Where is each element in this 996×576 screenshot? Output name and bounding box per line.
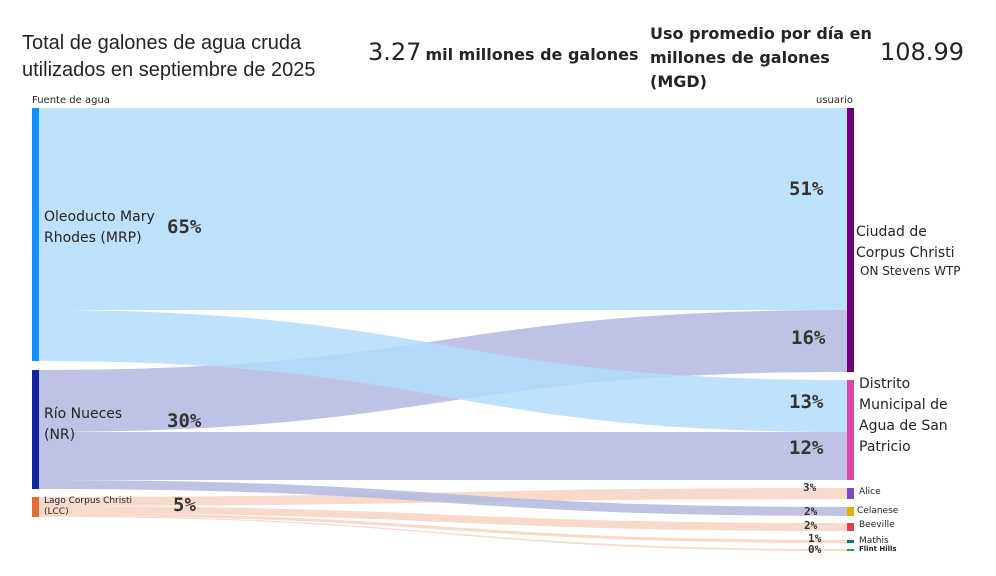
flow-pct-nr-celanese: 2% <box>804 505 818 518</box>
source-pct-mrp: 65% <box>167 216 202 238</box>
source-label-nr: Río Nueces (NR) <box>44 406 123 443</box>
target-node-alice[interactable] <box>847 488 854 499</box>
avg-usage-label: Uso promedio por día en millones de galo… <box>650 24 872 91</box>
avg-usage-value: 108.99 <box>880 38 964 66</box>
total-gallons-card: 3.27 mil millones de galones <box>368 38 638 66</box>
flow-pct-nr-cc: 16% <box>791 327 826 349</box>
target-header: usuario <box>816 95 854 106</box>
target-node-beeville[interactable] <box>847 523 854 531</box>
target-label-mathis: Mathis <box>859 536 889 546</box>
flow-pct-mrp-sp: 13% <box>789 391 824 413</box>
source-pct-lcc: 5% <box>173 494 196 516</box>
flow-pct-mrp-cc: 51% <box>789 178 824 200</box>
total-value: 3.27 <box>368 38 422 66</box>
target-node-cc[interactable] <box>847 108 854 372</box>
target-label-celanese: Celanese <box>857 506 899 516</box>
target-node-flint[interactable] <box>847 549 854 551</box>
target-label-sp: Distrito Municipal de Agua de San Patric… <box>859 376 948 455</box>
source-node-nr[interactable] <box>32 370 39 489</box>
flow-pct-lcc-flint-hills: 0% <box>808 543 822 556</box>
target-sublabel-cc: ON Stevens WTP <box>860 264 961 278</box>
target-node-mathis[interactable] <box>847 540 854 543</box>
source-node-mrp[interactable] <box>32 108 39 361</box>
total-unit: mil millones de galones <box>425 45 639 64</box>
source-label-lcc: Lago Corpus Christi (LCC) <box>44 496 132 517</box>
flow-pct-lcc-beeville: 2% <box>804 519 818 532</box>
target-label-flint-hills: Flint Hills <box>859 545 897 553</box>
target-label-beeville: Beeville <box>859 520 895 530</box>
target-node-celanese[interactable] <box>847 507 854 516</box>
flow-mrp-sp[interactable] <box>39 310 847 432</box>
flow-pct-lcc-mathis: 1% <box>808 532 822 545</box>
source-node-lcc[interactable] <box>32 497 39 517</box>
source-header: Fuente de agua <box>32 95 110 106</box>
flow-nr-sp[interactable] <box>39 432 847 480</box>
target-label-alice: Alice <box>859 487 881 497</box>
flow-pct-nr-sp: 12% <box>789 437 824 459</box>
flow-lcc-flint[interactable] <box>39 516 847 551</box>
source-pct-nr: 30% <box>167 410 202 432</box>
flow-nr-celanese[interactable] <box>39 480 847 516</box>
target-node-sp[interactable] <box>847 380 854 480</box>
report-title: Total de galones de agua cruda utilizado… <box>22 32 316 81</box>
source-label-mrp: Oleoducto Mary Rhodes (MRP) <box>44 209 155 246</box>
flow-lcc-mathis[interactable] <box>39 513 847 543</box>
flow-mrp-cc[interactable] <box>39 108 847 310</box>
flow-pct-lcc-alice: 3% <box>803 481 817 494</box>
target-label-cc: Ciudad de Corpus Christi <box>856 224 955 261</box>
flow-lcc-beeville[interactable] <box>39 506 847 531</box>
